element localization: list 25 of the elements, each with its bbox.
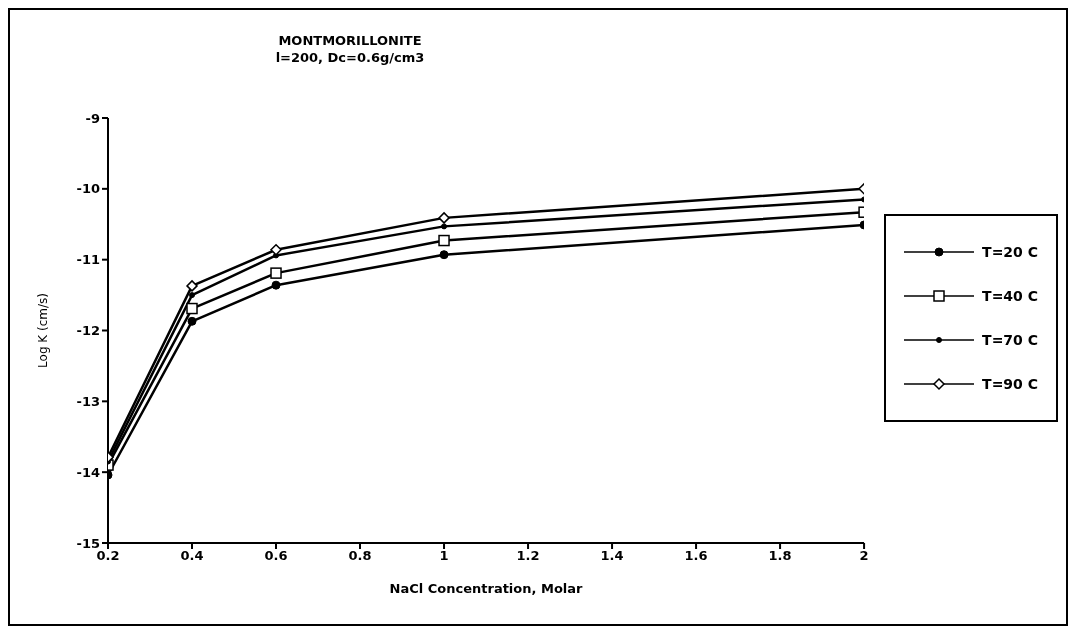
x-tick-label: 0.4 [180, 548, 204, 564]
y-tick-label: -15 [76, 535, 100, 551]
x-tick-label: 2 [859, 548, 869, 564]
y-tick-label: -9 [85, 110, 100, 126]
chart-title: MONTMORILLONITE [277, 32, 423, 49]
y-tick-label: -12 [76, 323, 100, 339]
chart-subtitle: l=200, Dc=0.6g/cm3 [274, 49, 426, 66]
x-tick-label: 1 [439, 548, 449, 564]
x-axis-title: NaCl Concentration, Molar [389, 581, 584, 596]
x-tick-label: 1.4 [600, 548, 624, 564]
x-tick-label: 0.2 [96, 548, 120, 564]
y-axis-title: Log K (cm/s) [36, 293, 51, 368]
x-tick-label: 1.6 [684, 548, 708, 564]
legend-label: T=70 C [982, 332, 1038, 348]
x-tick-label: 1.2 [516, 548, 540, 564]
y-tick-label: -13 [76, 393, 100, 409]
x-tick-label: 1.8 [768, 548, 792, 564]
legend-label: T=20 C [982, 244, 1038, 260]
x-tick-label: 0.8 [348, 548, 372, 564]
y-tick-label: -11 [76, 252, 100, 268]
x-tick-label: 0.6 [264, 548, 288, 564]
legend-label: T=40 C [982, 288, 1038, 304]
y-tick-label: -14 [76, 464, 100, 480]
y-tick-label: -10 [76, 181, 100, 197]
legend-label: T=90 C [982, 376, 1038, 392]
